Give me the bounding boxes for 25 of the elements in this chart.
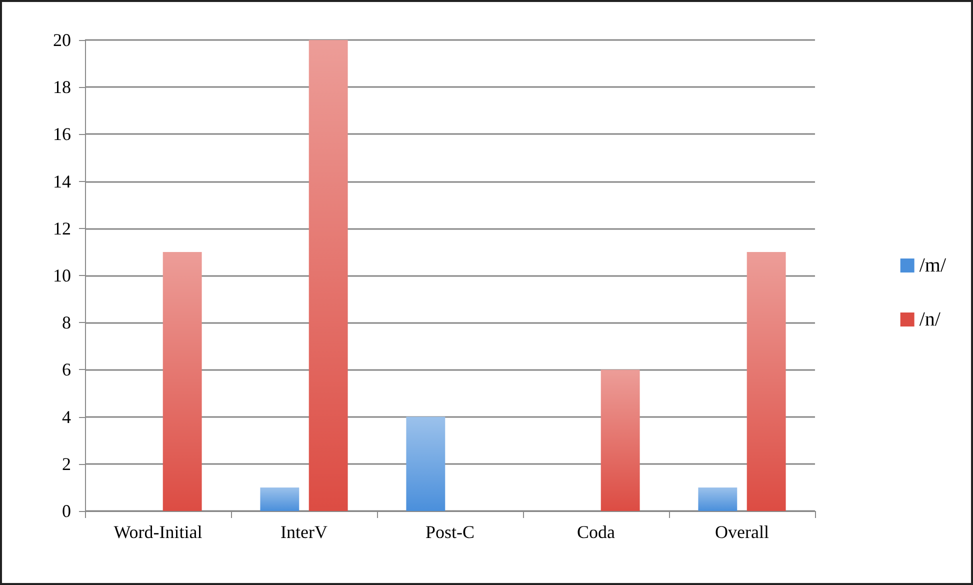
y-tick-label: 2 — [62, 454, 71, 474]
y-tick-label: 16 — [53, 124, 71, 144]
y-tick-label: 6 — [62, 360, 71, 380]
y-tick-label: 18 — [53, 77, 71, 98]
y-tick-label: 14 — [53, 171, 71, 192]
x-tick-label: Post-C — [425, 522, 475, 542]
y-tick-label: 8 — [62, 312, 71, 333]
bar — [308, 40, 348, 511]
y-tick-label: 20 — [53, 30, 71, 50]
bar — [746, 252, 786, 511]
y-tick-label: 0 — [62, 501, 71, 521]
bar — [162, 252, 202, 511]
x-tick-label: InterV — [280, 522, 328, 542]
legend-label: /m/ — [919, 254, 946, 276]
bar — [600, 370, 640, 511]
x-tick-label: Overall — [715, 522, 769, 542]
bar — [698, 487, 738, 511]
y-tick-label: 12 — [53, 218, 71, 238]
bar — [406, 416, 446, 511]
y-tick-label: 4 — [62, 406, 71, 427]
x-tick-label: Coda — [577, 522, 616, 542]
bar — [260, 487, 300, 511]
y-tick-label: 10 — [53, 266, 71, 286]
legend-label: /n/ — [919, 308, 941, 330]
x-tick-label: Word-Initial — [114, 522, 202, 542]
